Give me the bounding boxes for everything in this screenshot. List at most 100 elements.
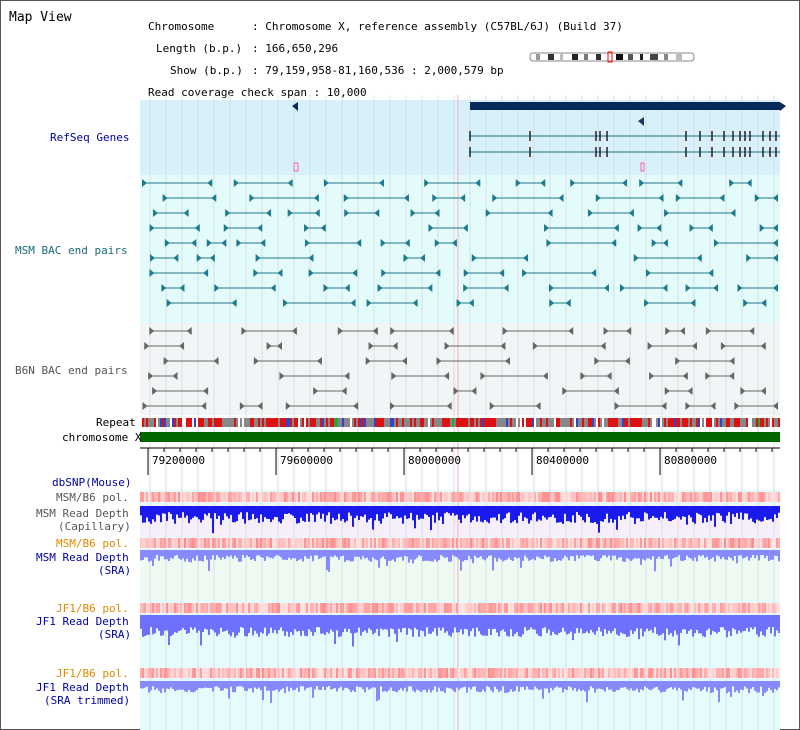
- jf1-pol-strip: [624, 668, 626, 678]
- jf1-pol-strip: [754, 603, 756, 613]
- msm-depth-sra-bar: [570, 550, 572, 557]
- jf1-pol-strip: [676, 668, 678, 678]
- repeat-element: [682, 418, 684, 427]
- jf1-pol-strip: [684, 603, 686, 613]
- dbsnp-label[interactable]: dbSNP(Mouse): [52, 476, 132, 489]
- msm-bac-end: [651, 239, 657, 247]
- jf1-pol-strip: [504, 603, 506, 613]
- jf1-pol-strip: [502, 603, 504, 613]
- jf1-depth-trim-bar: [588, 681, 590, 691]
- jf1-depth-sra-bar: [208, 615, 210, 635]
- msm-pol-strip: [684, 492, 686, 502]
- msm-depth-cap-bar: [286, 506, 288, 514]
- msm-depth-sra-bar: [526, 550, 528, 558]
- msm-depth-sra-bar: [310, 550, 312, 556]
- repeat-element: [148, 418, 150, 427]
- jf1-depth-trim-bar: [766, 681, 768, 692]
- jf1-pol-strip: [244, 668, 246, 678]
- msm-pol-strip: [484, 538, 486, 548]
- msm-pol-strip: [622, 492, 624, 502]
- msm-pol-strip: [614, 538, 616, 548]
- msm-pol-strip: [266, 492, 268, 502]
- repeat-element: [242, 418, 244, 427]
- jf1-depth-trim-bar: [140, 681, 142, 689]
- msm-pol-strip: [606, 492, 608, 502]
- jf1-pol-strip: [336, 668, 338, 678]
- jf1-depth-trim-bar: [186, 681, 188, 692]
- msm-bac-end: [149, 224, 155, 232]
- msm-depth-sra-bar: [550, 550, 552, 562]
- jf1-depth-trim-bar: [270, 681, 272, 703]
- msm-depth-cap-bar: [226, 506, 228, 517]
- msm-depth-cap-bar: [638, 506, 640, 519]
- repeat-element: [312, 418, 314, 427]
- msm-pol-strip: [722, 538, 724, 548]
- b6n-bac-end: [436, 357, 442, 365]
- msm-depth-sra-bar: [352, 550, 354, 562]
- repeat-element: [188, 418, 190, 427]
- jf1-depth-trim-bar: [470, 681, 472, 690]
- jf1-pol-strip: [264, 668, 266, 678]
- repeat-element: [656, 418, 658, 427]
- jf1-depth-trim-bar: [408, 681, 410, 687]
- msm-depth-cap-bar: [504, 506, 506, 519]
- repeat-element: [396, 418, 398, 427]
- jf1-depth-sra-bar: [164, 615, 166, 631]
- repeat-element: [696, 418, 698, 427]
- jf1-pol-strip: [770, 603, 772, 613]
- msm-pol-strip: [470, 538, 472, 548]
- msm-bac-label[interactable]: MSM BAC end pairs: [15, 244, 128, 257]
- msm-depth-cap-bar: [566, 506, 568, 522]
- jf1-pol-strip: [700, 668, 702, 678]
- repeat-element: [496, 418, 498, 427]
- msm-depth-cap-bar: [340, 506, 342, 521]
- msm-bac-end: [427, 284, 433, 292]
- jf1-depth-sra-bar: [442, 615, 444, 628]
- jf1-pol-strip: [340, 603, 342, 613]
- jf1-depth-sra-bar: [708, 615, 710, 629]
- msm-pol-strip: [540, 538, 542, 548]
- msm-pol-strip: [406, 538, 408, 548]
- msm-depth-cap-bar: [660, 506, 662, 517]
- jf1-pol-strip: [184, 668, 186, 678]
- jf1-pol-strip: [640, 603, 642, 613]
- msm-pol-strip: [724, 538, 726, 548]
- msm-pol-strip: [238, 538, 240, 548]
- msm-depth-sra-bar: [776, 550, 778, 557]
- repeat-element: [546, 418, 548, 427]
- msm-pol-strip: [524, 538, 526, 548]
- jf1-depth-trim-bar: [548, 681, 550, 693]
- msm-depth-sra-bar: [516, 550, 518, 559]
- msm-pol-strip: [294, 538, 296, 548]
- jf1-depth-trim-bar: [366, 681, 368, 688]
- msm-pol-strip: [508, 538, 510, 548]
- jf1-depth-sra-bar: [446, 615, 448, 632]
- b6n-bac-end: [600, 342, 606, 350]
- jf1-pol-strip: [548, 603, 550, 613]
- jf1-depth-sra-bar: [408, 615, 410, 629]
- repeat-element: [702, 418, 704, 427]
- msm-pol-strip: [220, 492, 222, 502]
- repeat-element: [330, 418, 332, 427]
- refseq-genes-label[interactable]: RefSeq Genes: [50, 131, 130, 144]
- jf1-pol-strip: [282, 668, 284, 678]
- msm-pol-strip: [440, 492, 442, 502]
- repeat-element: [556, 418, 558, 427]
- jf1-pol-strip: [454, 603, 456, 613]
- msm-depth-sra-bar: [244, 550, 246, 558]
- jf1-pol-strip: [698, 668, 700, 678]
- msm-pol-strip: [752, 492, 754, 502]
- msm-pol-strip: [404, 492, 406, 502]
- repeat-element: [526, 418, 528, 427]
- jf1-depth-trim-bar: [762, 681, 764, 696]
- msm-depth-sra-bar: [492, 550, 494, 571]
- msm-depth-cap-bar: [476, 506, 478, 522]
- jf1-depth-trim-bar: [424, 681, 426, 690]
- msm-pol-strip: [290, 538, 292, 548]
- b6n-bac-label[interactable]: B6N BAC end pairs: [15, 364, 128, 377]
- jf1-depth-trim-bar: [224, 681, 226, 689]
- msm-depth-sra-bar: [174, 550, 176, 556]
- jf1-pol-strip: [502, 668, 504, 678]
- jf1-depth-trim-bar: [268, 681, 270, 691]
